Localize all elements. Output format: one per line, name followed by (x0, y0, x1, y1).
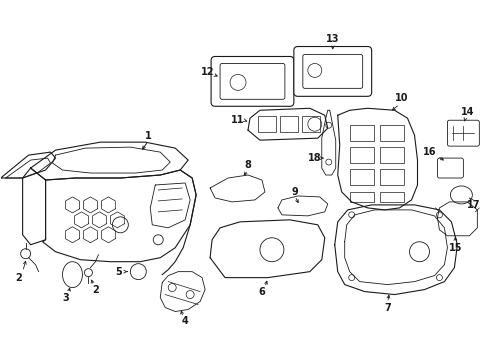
Text: 8: 8 (244, 160, 251, 170)
Bar (301, 116, 319, 132)
Text: 18: 18 (307, 153, 321, 163)
Text: 17: 17 (466, 200, 479, 210)
FancyBboxPatch shape (220, 63, 285, 99)
Bar (379, 125, 403, 141)
Text: 9: 9 (291, 187, 298, 197)
Text: 6: 6 (258, 287, 265, 297)
Text: 5: 5 (115, 267, 122, 276)
Text: 4: 4 (182, 316, 188, 327)
Text: 3: 3 (62, 293, 69, 302)
FancyBboxPatch shape (447, 120, 478, 146)
Text: 10: 10 (394, 93, 407, 103)
Text: 2: 2 (15, 273, 22, 283)
Bar (279, 116, 297, 132)
Text: 1: 1 (144, 131, 151, 141)
Text: 15: 15 (447, 243, 461, 253)
FancyBboxPatch shape (302, 54, 362, 88)
Bar (349, 192, 373, 202)
Text: 16: 16 (422, 147, 435, 157)
FancyBboxPatch shape (437, 158, 463, 178)
Text: 14: 14 (460, 107, 473, 117)
Bar (349, 147, 373, 163)
Text: 11: 11 (231, 115, 244, 125)
Text: 2: 2 (92, 284, 99, 294)
Text: 13: 13 (325, 33, 339, 44)
Bar (379, 192, 403, 202)
Bar (349, 169, 373, 185)
Bar (349, 125, 373, 141)
FancyBboxPatch shape (211, 57, 293, 106)
Bar (379, 169, 403, 185)
Bar (379, 147, 403, 163)
Text: 7: 7 (384, 302, 390, 312)
Text: 12: 12 (201, 67, 214, 77)
FancyBboxPatch shape (293, 46, 371, 96)
Bar (258, 116, 275, 132)
